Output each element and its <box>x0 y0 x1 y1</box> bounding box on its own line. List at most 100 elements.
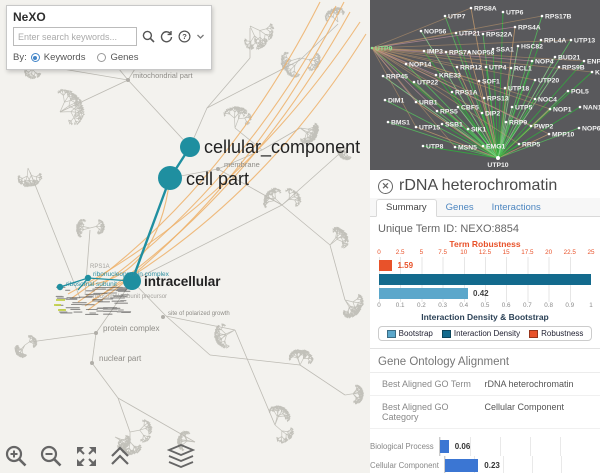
gene-node-label[interactable]: BUD21 <box>558 55 581 62</box>
gene-node-label[interactable]: RPS1A <box>455 90 478 97</box>
layers-button[interactable] <box>167 443 195 469</box>
gene-node-label[interactable]: KRR1 <box>595 70 600 77</box>
gene-node-label[interactable]: RRP5 <box>522 142 540 149</box>
gene-node-label[interactable]: MSN5 <box>458 145 477 152</box>
search-card: NeXO ? By: Keywords <box>6 5 212 70</box>
gene-node-label[interactable]: UTP5 <box>515 105 533 112</box>
gene-node-label[interactable]: UTP18 <box>508 86 529 93</box>
interaction-network-panel[interactable]: UTP9 UTP7 RPS8A UTP6 RPS17B NOP56 UTP21 RPS22A R… <box>370 0 600 170</box>
gene-node-label[interactable]: BMS1 <box>391 120 410 127</box>
help-icon[interactable]: ? <box>178 30 191 43</box>
ontology-tree-canvas[interactable]: mitochondrial part membrane protein comple… <box>0 0 370 473</box>
gene-node-label[interactable]: NAN1 <box>583 105 600 112</box>
gene-node-label[interactable]: IMP3 <box>427 49 443 56</box>
term-robustness-chart: Term Robustness 0 2.5 5 7.5 10 12.5 15 17.5 20 22… <box>370 239 600 341</box>
zoom-in-button[interactable] <box>4 444 29 469</box>
gene-node-label[interactable]: RPS8A <box>474 6 497 13</box>
chevron-down-icon[interactable] <box>196 32 205 41</box>
gene-node-label[interactable]: HSC82 <box>521 44 543 51</box>
gene-node-label[interactable]: UTP4 <box>489 65 507 72</box>
gene-node-label[interactable]: RPS17B <box>545 14 572 21</box>
tree-term-label[interactable]: membrane <box>224 160 260 169</box>
gene-node-label[interactable]: NOC4 <box>538 97 557 104</box>
gene-node-label[interactable]: UTP20 <box>538 78 559 85</box>
gene-node-label[interactable]: UTP6 <box>506 10 524 17</box>
tree-term-label-selected-path[interactable]: ribonucleoprotein complex <box>93 271 170 278</box>
interaction-network-canvas[interactable]: UTP9 UTP7 RPS8A UTP6 RPS17B NOP56 UTP21 RPS22A R… <box>370 0 600 170</box>
gene-node-label[interactable]: RRP9 <box>509 120 527 127</box>
ontology-tree-panel[interactable]: mitochondrial part membrane protein comple… <box>0 0 370 473</box>
tree-term-label-major[interactable]: cellular_component <box>204 137 360 158</box>
radio-genes-label[interactable]: Genes <box>110 52 139 63</box>
gene-node-label[interactable]: UTP9 <box>375 46 393 53</box>
gene-node-label[interactable]: RCL1 <box>514 66 532 73</box>
tree-term-label-major[interactable]: intracellular <box>144 274 221 289</box>
gene-node-label[interactable]: SIK1 <box>471 127 486 134</box>
gene-node-label[interactable]: RPS9B <box>562 65 585 72</box>
gene-node-label[interactable]: SOF1 <box>482 79 500 86</box>
top-axis-ticks: 0 2.5 5 7.5 10 12.5 15 17.5 20 22.5 25 <box>377 249 595 256</box>
view-toolbar <box>4 443 195 469</box>
tree-term-label-faint[interactable]: RPS1A <box>90 264 110 270</box>
gene-node-label[interactable]: POL5 <box>571 89 589 96</box>
go-term-label: Best Aligned GO Term <box>382 379 471 389</box>
fit-to-screen-button[interactable] <box>74 444 99 469</box>
gene-node-label[interactable]: CBF5 <box>461 105 479 112</box>
gene-node-label[interactable]: NOP56 <box>424 29 447 36</box>
tab-summary[interactable]: Summary <box>376 199 437 217</box>
gene-node-label[interactable]: RRP12 <box>460 65 482 72</box>
gene-node-label[interactable]: UTP21 <box>459 31 480 38</box>
gene-node-label[interactable]: RPS5 <box>440 109 458 116</box>
term-detail-panel: ✕ rDNA heterochromatin Summary Genes Int… <box>370 170 600 473</box>
gene-node-label[interactable]: UTP22 <box>417 80 438 87</box>
gene-node-label[interactable]: DIP2 <box>485 111 500 118</box>
gene-node-label[interactable]: UTP7 <box>448 14 466 21</box>
gene-node-label[interactable]: RPS13 <box>487 96 509 103</box>
close-icon[interactable]: ✕ <box>378 178 393 194</box>
chart-plot-area: 1.59 0.42 <box>379 257 591 302</box>
gene-node-label[interactable]: RPS7A <box>449 50 472 57</box>
zoom-out-button[interactable] <box>39 444 64 469</box>
tree-term-label[interactable]: mitochondrial part <box>133 71 194 80</box>
reset-icon[interactable] <box>160 30 173 43</box>
gene-node-label[interactable]: RPL4A <box>544 38 566 45</box>
gene-node-label[interactable]: ENP1 <box>587 59 600 66</box>
gene-node-label[interactable]: MPP10 <box>552 132 575 139</box>
gene-node-label[interactable]: SSB1 <box>445 122 463 129</box>
gene-node-label[interactable]: NOP58 <box>472 50 495 57</box>
radio-keywords-label[interactable]: Keywords <box>43 52 86 63</box>
gene-node-label[interactable]: RPS22A <box>486 32 513 39</box>
gene-node-label[interactable]: DIM1 <box>388 98 404 105</box>
tree-term-label[interactable]: nuclear part <box>99 354 142 363</box>
collapse-button[interactable] <box>109 444 131 469</box>
search-input[interactable] <box>13 27 137 46</box>
gene-node-label[interactable]: RPS4A <box>518 25 541 32</box>
gene-node-label[interactable]: RRP45 <box>386 74 408 81</box>
tab-interactions[interactable]: Interactions <box>491 202 541 213</box>
gene-node-label[interactable]: SSA1 <box>496 47 514 54</box>
search-icon[interactable] <box>142 30 155 43</box>
tree-term-label-major[interactable]: cell part <box>186 169 249 189</box>
radio-genes[interactable] <box>97 53 107 62</box>
gene-node-label[interactable]: NOP4 <box>535 59 554 66</box>
radio-keywords[interactable] <box>30 53 40 62</box>
gene-node-label[interactable]: NOP1 <box>553 107 572 114</box>
gene-node-label[interactable]: KRE33 <box>439 73 461 80</box>
gene-node-label[interactable]: UTP8 <box>426 144 444 151</box>
gene-node-label[interactable]: UTP13 <box>574 38 595 45</box>
gene-node-label[interactable]: EMG1 <box>486 144 505 151</box>
gene-node-label[interactable]: UTP15 <box>419 125 440 132</box>
gene-node-label[interactable]: URB1 <box>419 100 438 107</box>
by-label: By: <box>13 52 27 63</box>
go-category-value: Cellular Component <box>484 402 564 412</box>
tree-term-label-selected-path[interactable]: ribosomal subunit <box>66 281 117 288</box>
gene-node-label[interactable]: NOP14 <box>409 62 432 69</box>
tree-term-label[interactable]: protein complex <box>103 324 159 333</box>
gene-node-label[interactable]: UTP10 <box>487 162 508 169</box>
gene-node-label[interactable]: PWP2 <box>534 124 553 131</box>
tab-genes[interactable]: Genes <box>445 202 474 213</box>
tree-term-label[interactable]: site of polarized growth <box>168 311 230 317</box>
table-row: Best Aligned GO Term rDNA heterochromati… <box>370 373 600 396</box>
gene-node-label[interactable]: NOP6 <box>582 126 600 133</box>
tree-term-label-faint[interactable]: ribosomal subunit precursor <box>93 294 167 300</box>
